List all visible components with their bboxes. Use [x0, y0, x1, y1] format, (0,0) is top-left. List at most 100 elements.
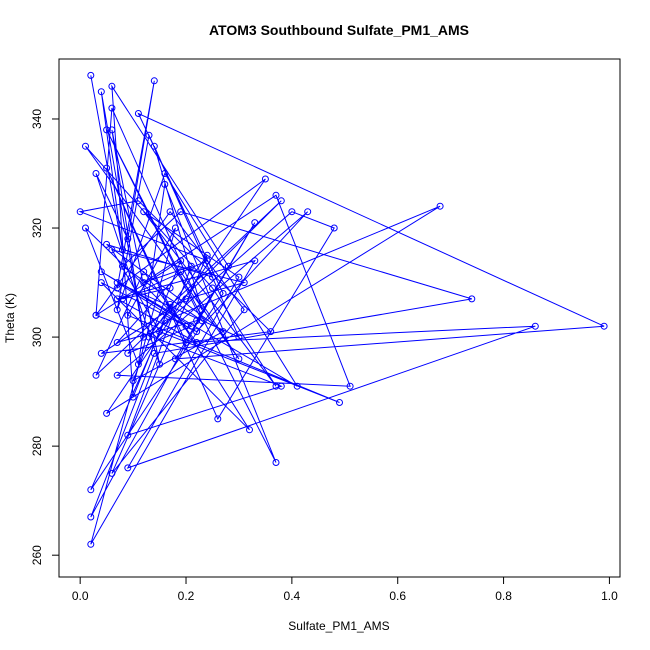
y-tick-label: 260 — [30, 545, 44, 565]
x-tick-label: 0.8 — [495, 589, 512, 603]
data-point — [103, 126, 111, 134]
data-point — [224, 262, 232, 270]
data-point — [113, 306, 121, 314]
data-point — [219, 328, 227, 336]
data-point — [531, 322, 539, 330]
y-axis-label: Theta (K) — [3, 293, 17, 343]
data-point — [87, 513, 95, 521]
y-axis: 260 280 300 320 340 — [30, 109, 60, 565]
data-point — [103, 409, 111, 417]
data-point — [124, 235, 132, 243]
data-point — [198, 306, 206, 314]
data-point — [166, 300, 174, 308]
data-point — [346, 382, 354, 390]
data-point — [219, 290, 227, 297]
x-tick-label: 1.0 — [601, 589, 618, 603]
data-point — [97, 279, 105, 287]
data-point — [251, 257, 259, 265]
x-tick-label: 0.6 — [389, 589, 406, 603]
data-point — [103, 164, 111, 172]
data-point — [97, 88, 105, 96]
data-point — [177, 257, 185, 265]
data-point — [171, 355, 179, 363]
data-point — [82, 224, 89, 232]
data-point — [330, 224, 338, 232]
data-point — [288, 208, 296, 216]
x-tick-label: 0.0 — [72, 589, 89, 603]
data-point — [140, 268, 148, 276]
data-point — [124, 464, 132, 472]
data-point — [129, 393, 137, 401]
data-point — [92, 170, 100, 177]
data-point — [272, 191, 280, 199]
data-point — [251, 219, 259, 227]
data-point — [161, 180, 169, 188]
series-line — [78, 75, 605, 545]
data-point — [103, 240, 111, 248]
data-point — [272, 382, 280, 390]
data-point — [97, 349, 105, 357]
data-point — [134, 360, 142, 368]
data-point — [209, 284, 216, 292]
data-point — [113, 279, 121, 287]
data-point — [113, 339, 121, 346]
data-point — [193, 328, 201, 336]
data-point — [235, 333, 243, 341]
data-point — [108, 82, 116, 90]
data-point — [150, 349, 158, 357]
data-point — [87, 71, 95, 79]
series-layer — [76, 71, 608, 548]
data-point — [119, 295, 126, 303]
data-point — [92, 311, 100, 319]
data-point — [166, 208, 174, 216]
data-point — [261, 175, 269, 183]
data-point — [156, 360, 164, 368]
data-point — [468, 295, 476, 303]
data-point — [134, 110, 142, 117]
data-point — [108, 469, 116, 477]
data-point — [235, 273, 243, 281]
data-point — [76, 208, 84, 216]
y-tick-label: 340 — [30, 109, 44, 129]
data-point — [277, 197, 285, 205]
data-point — [182, 339, 190, 346]
data-point — [193, 339, 201, 346]
data-point — [336, 399, 343, 406]
data-point — [113, 295, 121, 303]
data-point — [436, 202, 444, 210]
data-point — [187, 322, 195, 330]
data-point — [209, 273, 216, 281]
data-point — [87, 540, 95, 548]
data-point — [267, 328, 275, 336]
data-point — [119, 246, 126, 254]
data-point — [246, 426, 253, 434]
data-point — [97, 268, 105, 276]
data-point — [187, 262, 195, 270]
data-point — [272, 459, 280, 466]
data-point — [145, 333, 153, 341]
data-point — [108, 104, 116, 112]
data-point — [166, 284, 174, 292]
x-axis-label: Sulfate_PM1_AMS — [288, 619, 389, 633]
data-point — [193, 317, 201, 325]
data-point — [150, 142, 158, 150]
data-point — [177, 268, 185, 276]
x-tick-label: 0.2 — [178, 589, 195, 603]
data-point — [600, 322, 608, 330]
data-point — [203, 257, 211, 265]
data-point — [150, 77, 158, 85]
data-point — [108, 126, 116, 134]
data-point — [82, 142, 89, 150]
data-point — [171, 224, 179, 232]
data-point — [87, 486, 95, 494]
data-point — [134, 197, 142, 205]
data-point — [304, 208, 312, 216]
data-point — [140, 279, 148, 287]
y-tick-label: 320 — [30, 218, 44, 238]
data-point — [198, 317, 206, 325]
data-point — [161, 170, 169, 177]
data-point — [124, 311, 132, 319]
data-point — [182, 322, 190, 330]
